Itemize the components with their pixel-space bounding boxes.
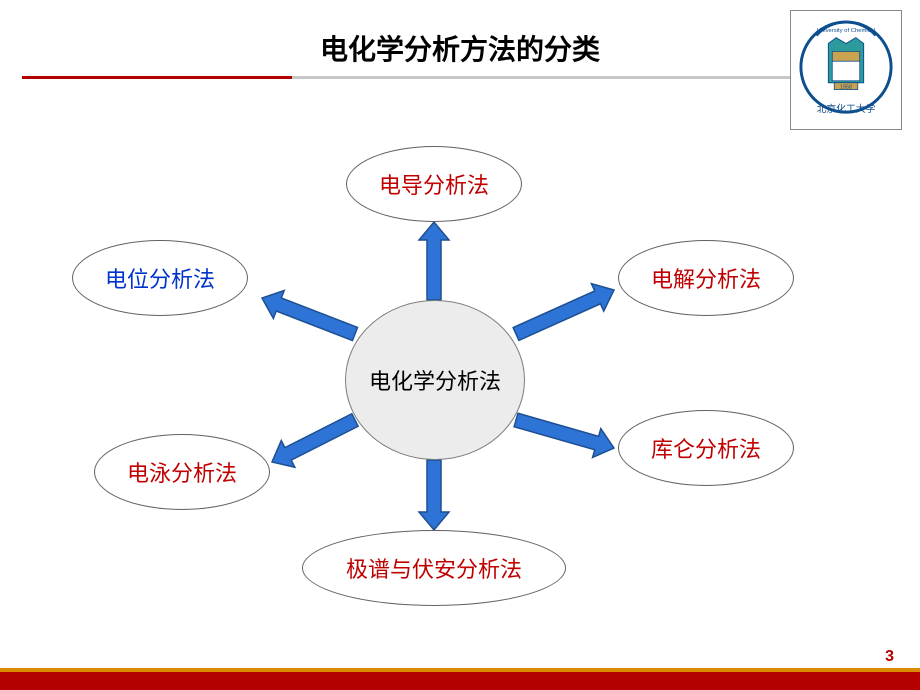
arrow-4 <box>265 407 362 476</box>
leaf-label: 电解分析法 <box>651 262 761 294</box>
leaf-label: 电位分析法 <box>105 262 215 294</box>
arrow-5 <box>419 460 449 530</box>
center-label: 电化学分析法 <box>369 364 501 396</box>
leaf-label: 电泳分析法 <box>127 456 237 488</box>
arrow-0 <box>419 222 449 300</box>
svg-text:University of Chemical: University of Chemical <box>817 28 875 34</box>
leaf-label: 极谱与伏安分析法 <box>346 552 522 584</box>
svg-text:北京化工大学: 北京化工大学 <box>817 102 876 115</box>
leaf-label: 库仑分析法 <box>651 432 761 464</box>
university-logo: University of Chemical 1958 北京化工大学 <box>790 10 902 130</box>
leaf-tl: 电位分析法 <box>72 240 248 316</box>
arrow-3 <box>512 406 618 463</box>
page-title: 电化学分析方法的分类 <box>0 28 920 68</box>
center-node: 电化学分析法 <box>345 300 525 460</box>
footer-stripe-red <box>0 672 920 690</box>
leaf-label: 电导分析法 <box>379 168 489 200</box>
leaf-bottom: 极谱与伏安分析法 <box>302 530 566 606</box>
svg-text:1958: 1958 <box>840 85 852 91</box>
slide: 电化学分析方法的分类 University of Chemical 1958 北… <box>0 0 920 690</box>
leaf-top: 电导分析法 <box>346 146 522 222</box>
page-number: 3 <box>885 648 894 666</box>
leaf-tr: 电解分析法 <box>618 240 794 316</box>
title-text: 电化学分析方法的分类 <box>320 34 600 65</box>
arrow-2 <box>510 276 620 347</box>
title-underline-red <box>22 76 292 79</box>
leaf-bl: 电泳分析法 <box>94 434 270 510</box>
logo-svg: University of Chemical 1958 北京化工大学 <box>797 16 895 124</box>
leaf-br: 库仑分析法 <box>618 410 794 486</box>
arrow-1 <box>257 284 361 348</box>
